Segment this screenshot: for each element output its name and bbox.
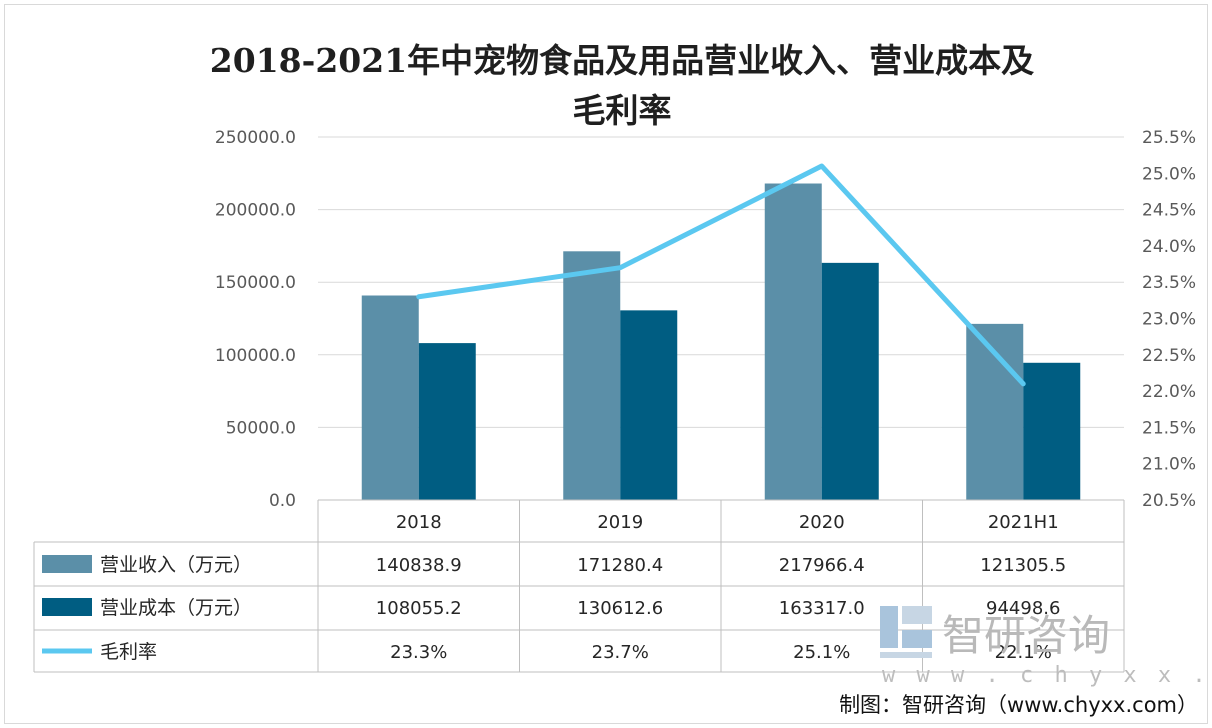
watermark-url: w w w . c h y x x . c o m (882, 663, 1212, 688)
data-label: 94498.6 (986, 598, 1060, 619)
data-label: 23.7% (592, 642, 649, 663)
bar-revenue (563, 251, 621, 500)
margin-series-line (416, 163, 1026, 387)
data-label: 171280.4 (577, 555, 663, 576)
data-label: 217966.4 (779, 555, 865, 576)
right-tick-label: 21.5% (1142, 418, 1196, 438)
data-label: 130612.6 (577, 598, 663, 619)
legend-swatch (42, 598, 92, 616)
category-label: 2019 (597, 512, 643, 533)
bar-cost (1023, 362, 1081, 500)
category-label: 2018 (396, 512, 442, 533)
data-label: 108055.2 (376, 598, 462, 619)
chart-credit: 制图：智研咨询（www.chyxx.com） (839, 693, 1198, 717)
right-tick-label: 23.5% (1142, 273, 1196, 293)
bar-cost (620, 310, 678, 500)
bar-revenue (764, 183, 822, 500)
left-tick-label: 150000.0 (215, 273, 296, 293)
right-tick-label: 24.0% (1142, 237, 1196, 257)
right-tick-label: 23.0% (1142, 310, 1196, 330)
category-label: 2021H1 (988, 512, 1059, 533)
bar-cost (418, 343, 476, 500)
data-table: 2018 2019 2020 2021H1 营业收入（万元） 140838.9 171280… (33, 499, 1125, 673)
chart-title-line2: 毛利率 (573, 91, 672, 130)
right-tick-label: 25.0% (1142, 164, 1196, 184)
data-label: 25.1% (793, 642, 850, 663)
legend-swatch (42, 555, 92, 573)
legend-label: 毛利率 (100, 641, 157, 663)
right-tick-label: 25.5% (1142, 128, 1196, 148)
legend-label: 营业收入（万元） (100, 554, 252, 576)
data-label: 23.3% (390, 642, 447, 663)
left-tick-label: 250000.0 (215, 128, 296, 148)
right-tick-label: 21.0% (1142, 455, 1196, 475)
left-axis-ticks: 250000.0 200000.0 150000.0 100000.0 50000.0 0… (215, 128, 296, 511)
right-tick-label: 22.5% (1142, 346, 1196, 366)
chart-title: 2018-2021年中宠物食品及用品营业收入、营业成本及 (210, 41, 1034, 80)
data-label: 140838.9 (376, 555, 462, 576)
right-axis-ticks: 25.5% 25.0% 24.5% 24.0% 23.5% 23.0% 22.5% 22.0%… (1142, 128, 1196, 511)
data-label: 22.1% (995, 642, 1052, 663)
category-label: 2020 (799, 512, 845, 533)
watermark-brand: 智研咨询 (942, 611, 1110, 660)
bar-cost (821, 262, 879, 500)
right-tick-label: 24.5% (1142, 201, 1196, 221)
left-tick-label: 100000.0 (215, 346, 296, 366)
legend-label: 营业成本（万元） (100, 597, 252, 619)
margin-line (416, 163, 1026, 387)
data-label: 121305.5 (980, 555, 1066, 576)
bar-revenue (361, 295, 419, 500)
left-tick-label: 50000.0 (226, 418, 296, 438)
right-tick-label: 20.5% (1142, 491, 1196, 511)
left-tick-label: 200000.0 (215, 201, 296, 221)
watermark: 智研咨询 w w w . c h y x x . c o m (880, 606, 1212, 688)
brand-logo-icon (880, 606, 932, 658)
left-tick-label: 0.0 (269, 491, 296, 511)
chart-frame (4, 4, 1208, 724)
bars (361, 183, 1081, 500)
data-label: 163317.0 (779, 598, 865, 619)
right-tick-label: 22.0% (1142, 382, 1196, 402)
